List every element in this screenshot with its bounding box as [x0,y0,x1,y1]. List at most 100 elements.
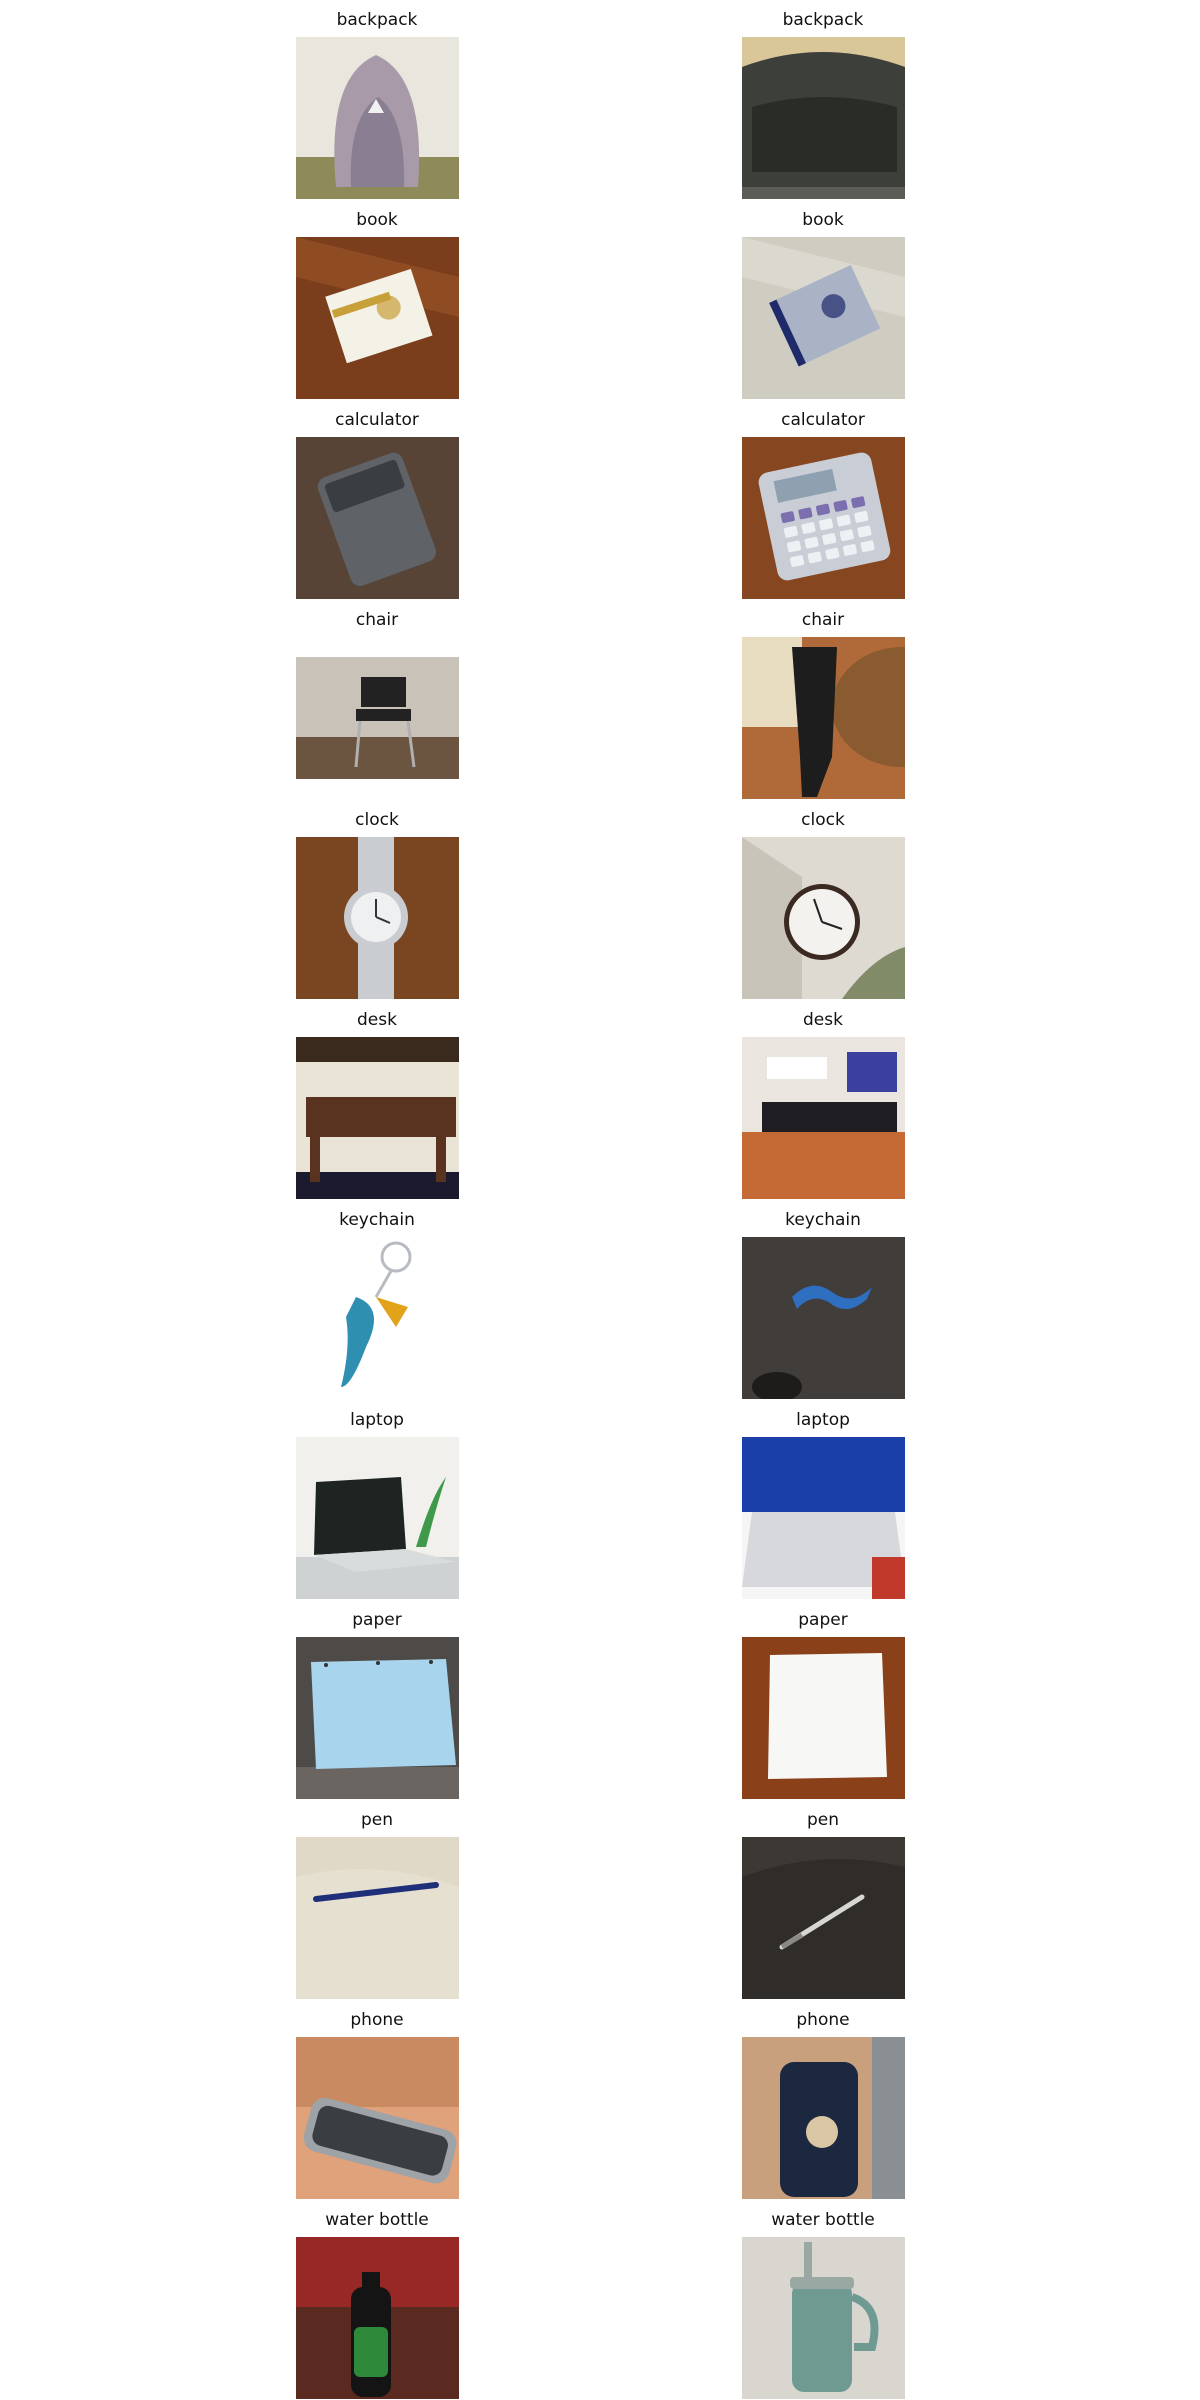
image-panel: clock [723,800,923,1000]
photo-illustration [296,1037,459,1199]
panel-title: water bottle [771,2210,875,2230]
image-panel: keychain [723,1200,923,1400]
backpack-image [296,37,459,199]
photo-illustration [296,2037,459,2199]
panel-title: phone [796,2010,850,2030]
panel-title: clock [355,810,399,830]
clock-image [296,837,459,999]
image-panel: backpack [723,0,923,200]
pen-image [296,1837,459,1999]
grid-row: backpack backpack [0,0,1200,200]
paper-image [296,1637,459,1799]
image-panel: water bottle [723,2200,923,2400]
photo-illustration [296,1237,459,1399]
panel-title: keychain [785,1210,861,1230]
keychain-image [742,1237,905,1399]
photo-illustration [742,37,905,199]
phone-image [742,2037,905,2199]
panel-title: calculator [781,410,865,430]
photo-illustration [742,237,905,399]
panel-title: desk [357,1010,397,1030]
panel-title: chair [801,610,845,630]
photo-illustration [742,1837,905,1999]
book-image [296,237,459,399]
panel-title: pen [360,1810,394,1830]
panel-title: pen [806,1810,840,1830]
photo-illustration [296,37,459,199]
panel-title: chair [355,610,399,630]
grid-row: phone phone [0,2000,1200,2200]
grid-row: clock clock [0,800,1200,1000]
desk-image [742,1037,905,1199]
backpack-image [742,37,905,199]
image-panel: phone [723,2000,923,2200]
image-panel: laptop [723,1400,923,1600]
image-panel: desk [723,1000,923,1200]
photo-illustration [742,437,905,599]
panel-title: phone [350,2010,404,2030]
chair-image [742,637,905,799]
photo-illustration [742,2237,905,2399]
photo-illustration [742,637,905,799]
photo-illustration [296,837,459,999]
calculator-image [296,437,459,599]
photo-illustration [742,1237,905,1399]
panel-title: book [802,210,844,230]
image-panel: pen [277,1800,477,2000]
grid-row: laptop laptop [0,1400,1200,1600]
panel-title: paper [798,1610,848,1630]
photo-illustration [742,1037,905,1199]
water-bottle-image [296,2237,459,2399]
image-panel: backpack [277,0,477,200]
phone-image [296,2037,459,2199]
grid-row: chair chair [0,600,1200,800]
photo-illustration [742,1437,905,1599]
panel-title: laptop [796,1410,850,1430]
image-panel: phone [277,2000,477,2200]
keychain-image [296,1237,459,1399]
image-panel: calculator [277,400,477,600]
pen-image [742,1837,905,1999]
paper-image [742,1637,905,1799]
image-panel: book [277,200,477,400]
photo-illustration [742,2037,905,2199]
photo-illustration [296,1637,459,1799]
panel-title: clock [801,810,845,830]
grid-row: keychain keychain [0,1200,1200,1400]
image-panel: chair [277,600,477,800]
panel-title: backpack [782,10,864,30]
photo-illustration [296,637,459,799]
image-panel: desk [277,1000,477,1200]
photo-illustration [742,1637,905,1799]
water-bottle-image [742,2237,905,2399]
clock-image [742,837,905,999]
desk-image [296,1037,459,1199]
grid-row: water bottle water bottle [0,2200,1200,2400]
laptop-image [296,1437,459,1599]
image-panel: keychain [277,1200,477,1400]
grid-row: pen pen [0,1800,1200,2000]
calculator-image [742,437,905,599]
photo-illustration [296,237,459,399]
panel-title: water bottle [325,2210,429,2230]
image-panel: pen [723,1800,923,2000]
chair-image [296,637,459,799]
image-panel: paper [723,1600,923,1800]
panel-title: desk [803,1010,843,1030]
grid-row: desk desk [0,1000,1200,1200]
grid-row: calculator calculator [0,400,1200,600]
image-panel: water bottle [277,2200,477,2400]
image-panel: calculator [723,400,923,600]
image-panel: chair [723,600,923,800]
photo-illustration [296,1437,459,1599]
photo-illustration [296,437,459,599]
panel-title: calculator [335,410,419,430]
image-panel: book [723,200,923,400]
image-panel: laptop [277,1400,477,1600]
panel-title: laptop [350,1410,404,1430]
photo-illustration [296,1837,459,1999]
panel-title: paper [352,1610,402,1630]
photo-illustration [296,2237,459,2399]
photo-illustration [742,837,905,999]
